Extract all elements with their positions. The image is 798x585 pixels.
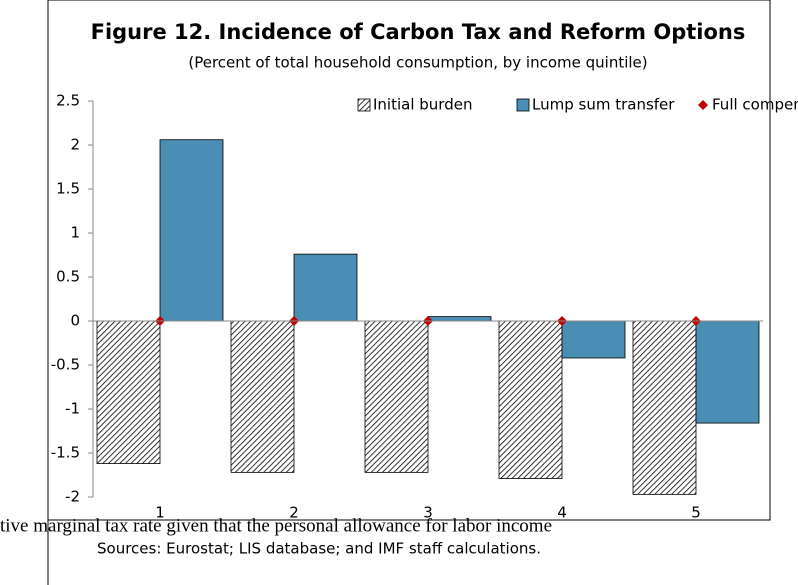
y-tick-label: 0 [70,312,80,330]
bar [695,320,760,424]
x-tick-label: 2 [289,504,299,522]
legend-swatch [357,98,371,112]
bar [498,320,563,479]
y-tick-label: 2.5 [56,92,80,110]
bar [561,320,626,359]
chart-subtitle: (Percent of total household consumption,… [188,54,647,72]
bar [159,139,224,322]
source-note: Sources: Eurostat; LIS database; and IMF… [97,540,541,558]
y-tick-label: 1 [70,224,80,242]
bar [364,320,429,473]
legend-label: Full compensation-long run [712,96,798,114]
legend-label: Lump sum transfer [532,96,675,114]
y-tick-label: -1.5 [51,444,80,462]
bar [427,316,492,322]
bar [293,253,358,322]
legend-label: Initial burden [373,96,472,114]
bar [96,320,161,464]
y-tick-label: 0.5 [56,268,80,286]
legend-swatch [516,98,530,112]
x-tick-label: 5 [691,504,701,522]
y-tick-label: 2 [70,136,80,154]
y-tick-label: -2 [65,488,80,506]
x-tick-label: 4 [557,504,567,522]
chart-title: Figure 12. Incidence of Carbon Tax and R… [91,20,746,44]
x-tick-label: 3 [423,504,433,522]
frame [47,0,771,521]
y-tick-label: -1 [65,400,80,418]
x-tick-label: 1 [155,504,165,522]
y-tick-label: -0.5 [51,356,80,374]
bar [230,320,295,473]
overlay-text: tive marginal tax rate given that the pe… [0,515,552,536]
legend-swatch [698,100,708,110]
bar [632,320,697,495]
y-tick-label: 1.5 [56,180,80,198]
